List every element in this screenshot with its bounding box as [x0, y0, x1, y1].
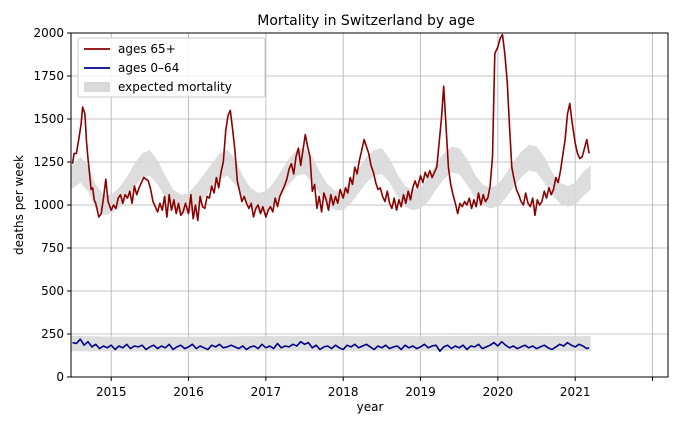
- x-tick-label: 2017: [251, 385, 282, 399]
- x-tick-label: 2018: [328, 385, 359, 399]
- chart-title: Mortality in Switzerland by age: [257, 13, 475, 29]
- series-lines: [71, 33, 590, 353]
- y-axis-ticks: 0 250 500 750 1000 1250 1500 1750 2000: [33, 26, 71, 384]
- x-tick-label: 2019: [405, 385, 436, 399]
- legend-label: ages 65+: [118, 42, 176, 56]
- series-line-ages-65-plus: [71, 33, 590, 222]
- y-tick-label: 250: [41, 327, 64, 341]
- y-axis-label: deaths per week: [12, 155, 26, 255]
- y-tick-label: 1250: [33, 155, 64, 169]
- legend-box: [77, 37, 266, 98]
- y-tick-label: 500: [41, 284, 64, 298]
- x-axis-label: year: [357, 400, 384, 414]
- y-tick-label: 1500: [33, 112, 64, 126]
- y-tick-label: 2000: [33, 26, 64, 40]
- series-line-ages-0-64: [72, 338, 590, 353]
- y-tick-label: 1000: [33, 198, 64, 212]
- x-axis-ticks: 2015 2016 2017 2018 2019 2020 2021: [96, 377, 654, 399]
- band-expected-mortality: [71, 335, 591, 352]
- legend-label: expected mortality: [118, 80, 232, 94]
- x-tick-label: 2015: [96, 385, 127, 399]
- x-tick-label: 2016: [173, 385, 204, 399]
- legend-swatch-patch: [84, 82, 110, 92]
- y-tick-label: 1750: [33, 69, 64, 83]
- x-tick-label: 2020: [483, 385, 514, 399]
- legend-label: ages 0–64: [118, 61, 179, 75]
- y-tick-label: 750: [41, 241, 64, 255]
- y-tick-label: 0: [56, 370, 64, 384]
- legend: ages 65+ ages 0–64 expected mortality: [77, 37, 266, 98]
- x-tick-label: 2021: [560, 385, 591, 399]
